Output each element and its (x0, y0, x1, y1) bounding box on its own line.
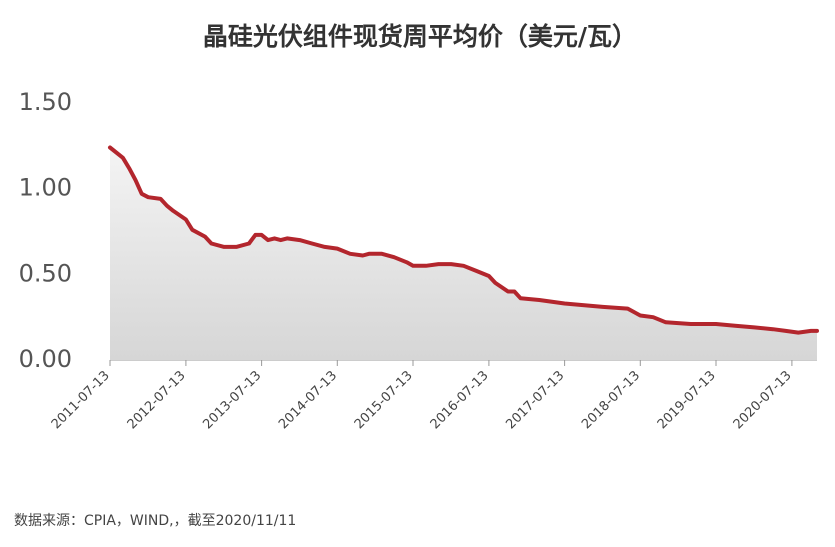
x-tick-label: 2018-07-13 (579, 368, 643, 432)
y-tick-label: 0.00 (19, 345, 72, 373)
chart-title: 晶硅光伏组件现货周平均价（美元/瓦） (203, 22, 637, 51)
source-note: 数据来源：CPIA，WIND,，截至2020/11/11 (14, 513, 296, 529)
x-tick-label: 2017-07-13 (503, 368, 567, 432)
y-tick-label: 0.50 (19, 259, 72, 287)
x-tick-label: 2020-07-13 (731, 368, 795, 432)
x-tick-label: 2012-07-13 (125, 368, 189, 432)
area-fill (110, 147, 817, 360)
x-tick-label: 2014-07-13 (276, 368, 340, 432)
x-tick-label: 2019-07-13 (655, 368, 719, 432)
y-tick-label: 1.00 (19, 174, 72, 202)
x-tick-label: 2013-07-13 (200, 368, 264, 432)
line (108, 145, 819, 335)
x-tick-label: 2015-07-13 (352, 368, 416, 432)
x-tick-label: 2011-07-13 (49, 368, 113, 432)
x-tick-label: 2016-07-13 (428, 368, 492, 432)
y-tick-label: 1.50 (19, 88, 72, 116)
